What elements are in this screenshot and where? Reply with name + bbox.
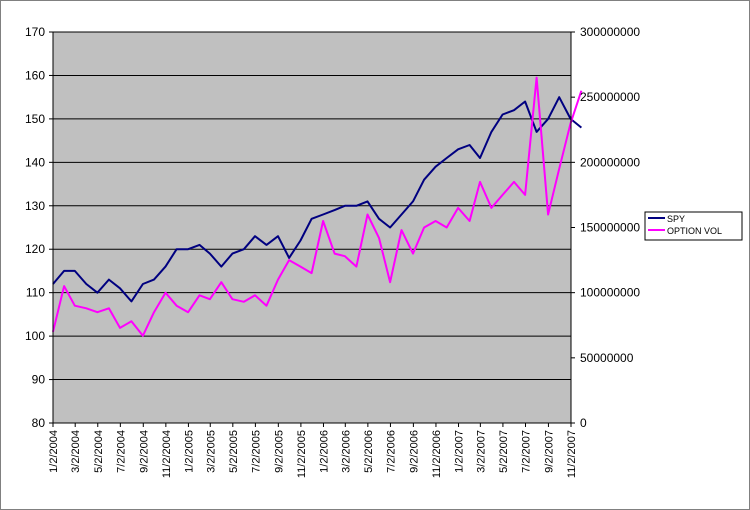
left-tick-label: 170 [25,25,45,39]
x-tick-label: 5/2/2007 [498,430,510,473]
right-tick-label: 250000000 [580,90,640,104]
left-tick-label: 100 [25,329,45,343]
legend-label: OPTION VOL [667,226,722,236]
x-tick-label: 11/2/2007 [566,430,578,478]
left-tick-label: 160 [25,68,45,82]
x-tick-label: 5/2/2006 [363,430,375,473]
right-tick-label: 50000000 [580,351,634,365]
right-tick-label: 150000000 [580,221,640,235]
left-tick-label: 130 [25,199,45,213]
right-tick-label: 200000000 [580,155,640,169]
left-tick-label: 80 [32,416,46,430]
legend-label: SPY [667,214,685,224]
right-tick-label: 100000000 [580,286,640,300]
x-tick-label: 9/2/2007 [543,430,555,473]
x-tick-label: 7/2/2007 [520,430,532,473]
legend: SPY OPTION VOL [644,211,743,241]
series-line-option-vol [52,76,583,337]
x-tick-label: 11/2/2005 [296,430,308,478]
x-tick-label: 5/2/2005 [228,430,240,473]
left-axis: 80 90 100 110 120 130 140 150 160 170 [25,25,54,430]
x-tick-label: 3/2/2007 [475,430,487,473]
x-tick-label: 1/2/2005 [183,430,195,473]
x-tick-label: 9/2/2005 [273,430,285,473]
right-axis: 0 50000000 100000000 150000000 200000000 2500… [570,25,640,430]
left-tick-label: 90 [32,373,46,387]
x-tick-label: 3/2/2006 [340,430,352,473]
x-tick-label: 1/2/2006 [318,430,330,473]
left-tick-label: 120 [25,242,45,256]
legend-box [644,211,743,241]
right-tick-label: 0 [580,416,587,430]
x-tick-label: 7/2/2005 [250,430,262,473]
left-tick-label: 150 [25,112,45,126]
grid-lines [53,31,571,381]
x-axis: 1/2/2004 3/2/2004 5/2/2004 7/2/2004 9/2/2004… [48,422,578,478]
series-lines [52,76,583,337]
x-tick-label: 11/2/2004 [161,430,173,478]
x-tick-label: 1/2/2004 [48,430,60,473]
x-tick-label: 7/2/2004 [115,430,127,473]
right-tick-label: 300000000 [580,25,640,39]
left-tick-label: 140 [25,155,45,169]
x-tick-label: 3/2/2004 [70,430,82,473]
series-line-spy [52,96,583,303]
x-tick-label: 11/2/2006 [431,430,443,478]
x-tick-label: 9/2/2006 [408,430,420,473]
left-tick-label: 110 [26,286,45,300]
x-tick-label: 5/2/2004 [93,430,105,473]
x-tick-label: 3/2/2005 [205,430,217,473]
plot-area [52,31,572,424]
x-tick-label: 1/2/2007 [454,430,466,473]
x-tick-label: 9/2/2004 [138,430,150,473]
x-tick-label: 7/2/2006 [385,430,397,473]
